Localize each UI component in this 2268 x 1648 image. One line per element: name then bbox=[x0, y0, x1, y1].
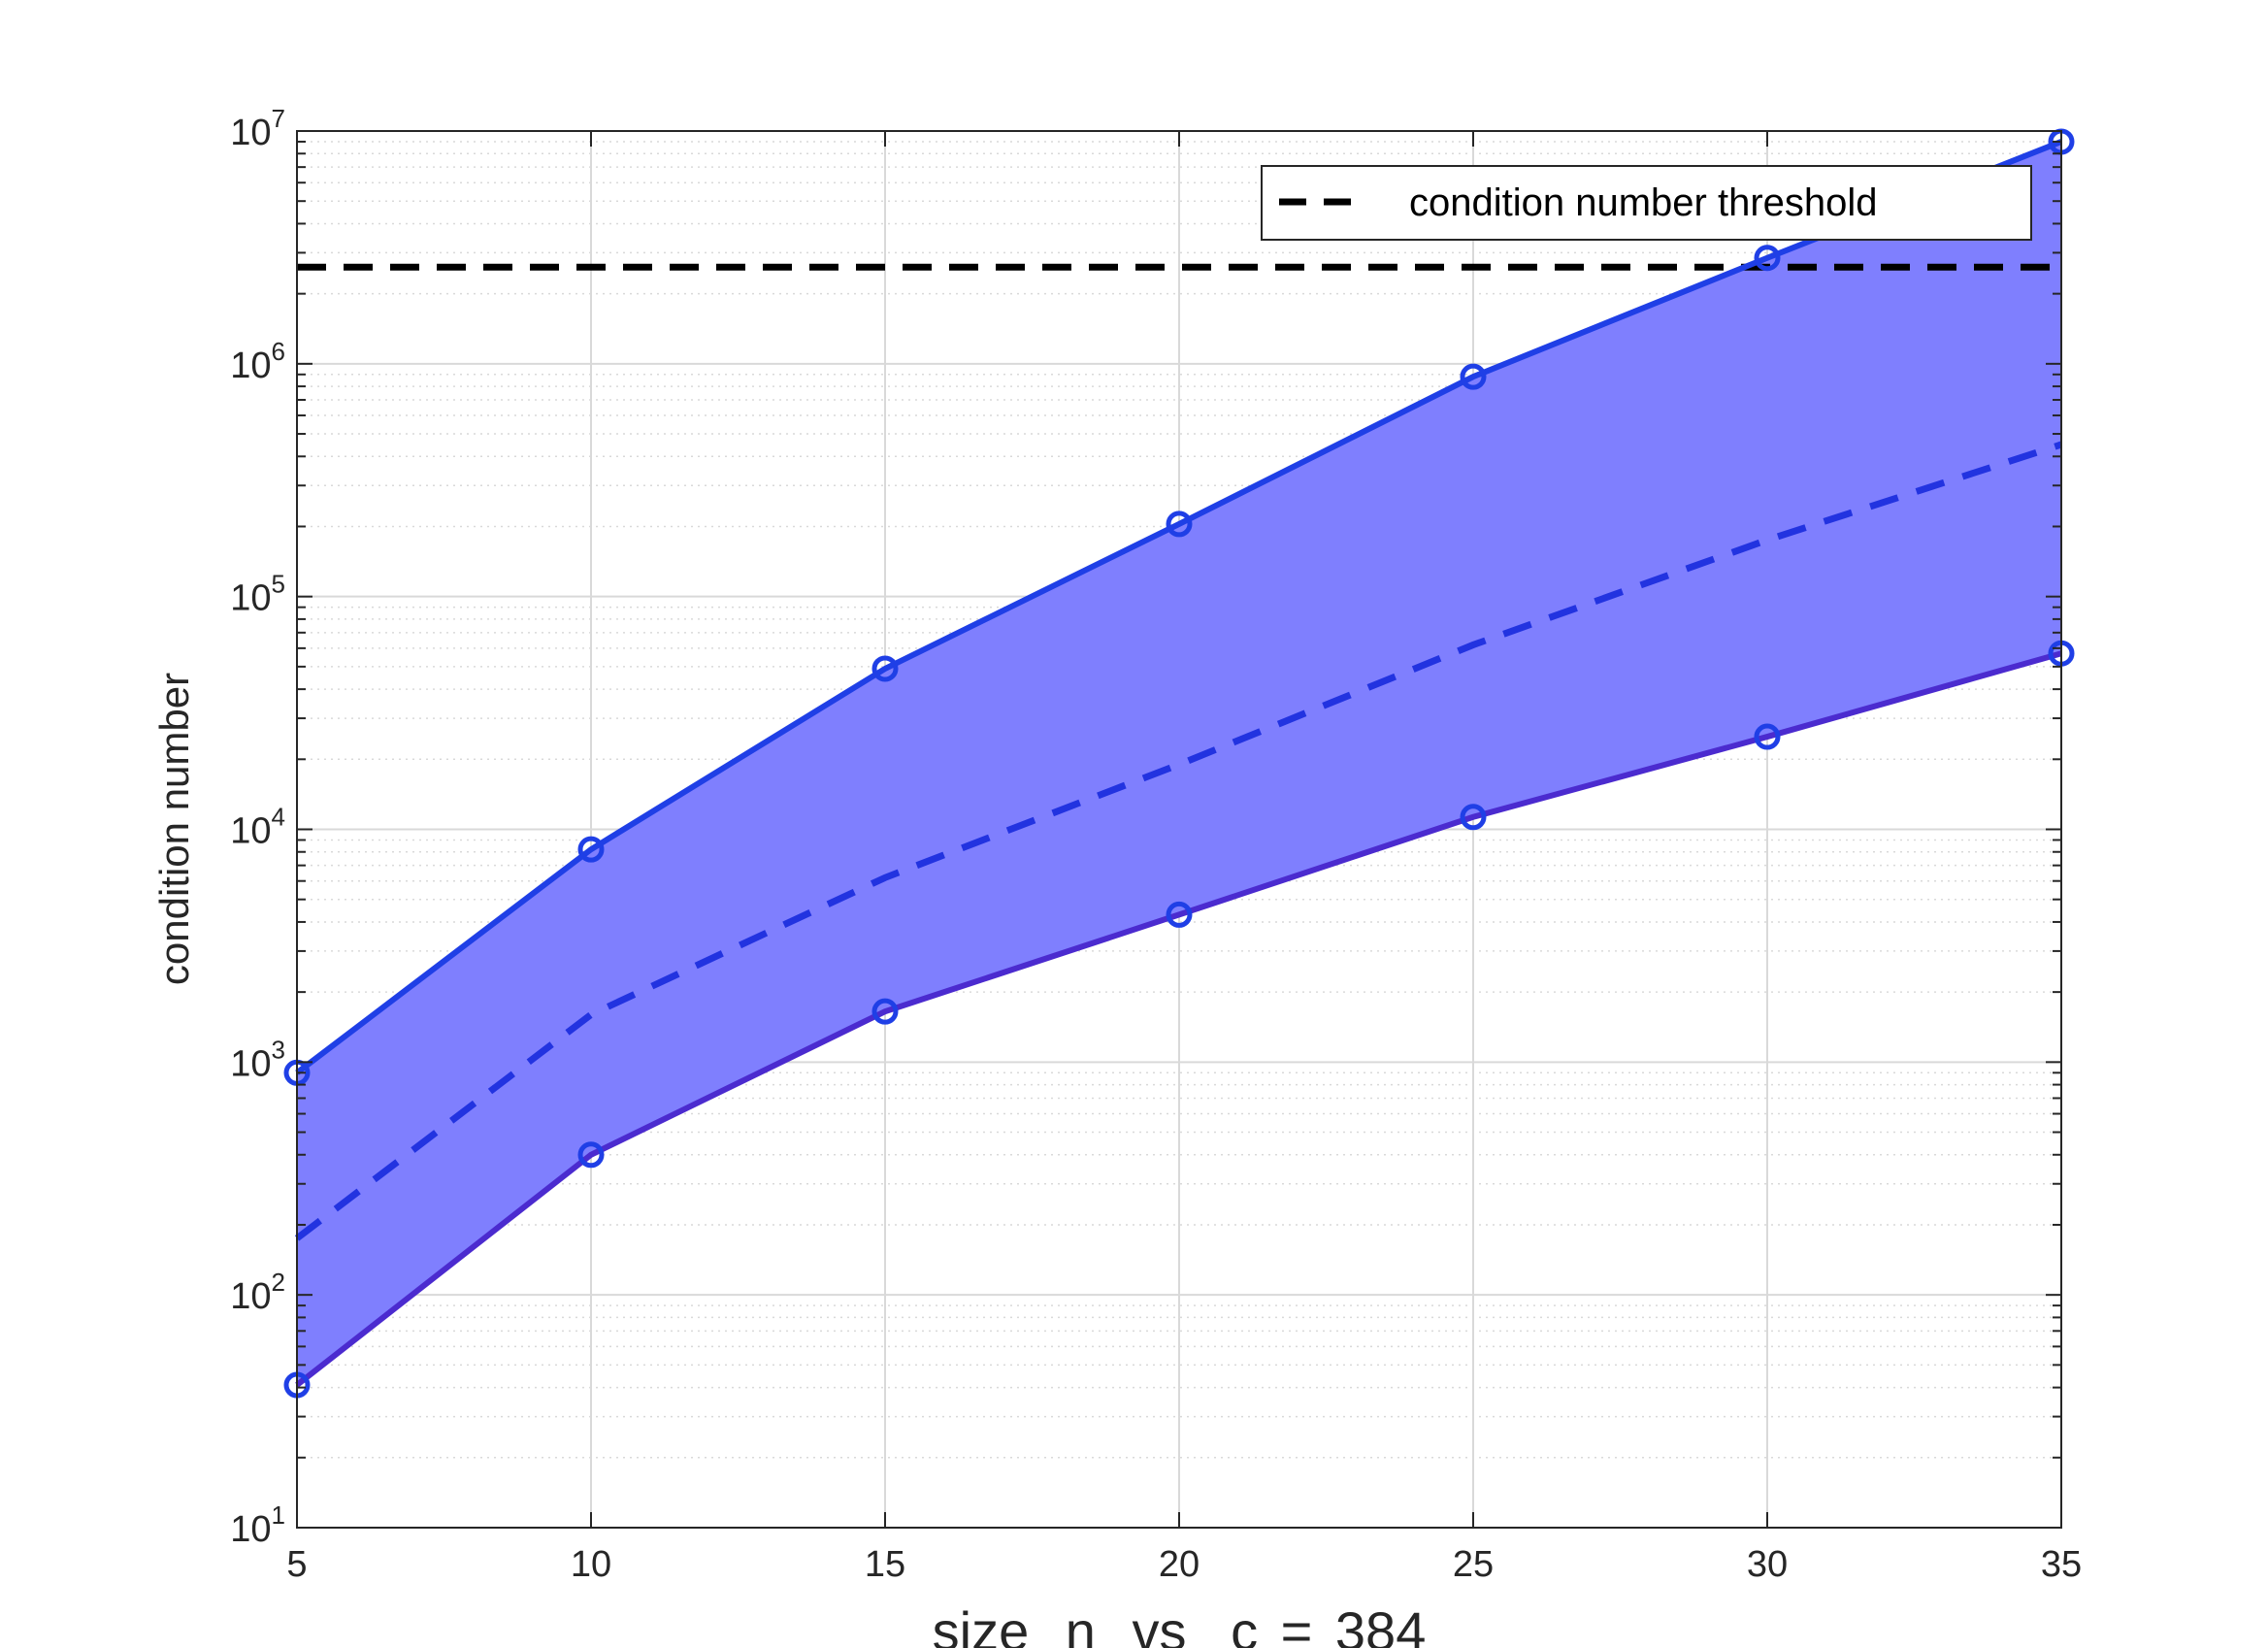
x-tick-label: 15 bbox=[865, 1544, 905, 1585]
y-tick-exponent: 1 bbox=[272, 1500, 285, 1530]
x-axis-label-eq: = bbox=[1281, 1600, 1313, 1648]
upper-bound-point bbox=[871, 655, 899, 682]
x-tick-label: 30 bbox=[1747, 1544, 1788, 1585]
lower-bound-point bbox=[1754, 723, 1781, 750]
x-tick-label: 20 bbox=[1159, 1544, 1200, 1585]
x-tick-label: 25 bbox=[1453, 1544, 1494, 1585]
y-tick-exponent: 6 bbox=[272, 337, 285, 366]
y-tick-exponent: 3 bbox=[272, 1035, 285, 1064]
x-tick-label: 10 bbox=[571, 1544, 611, 1585]
upper-bound-line bbox=[295, 139, 2063, 1075]
x-tick-label: 35 bbox=[2041, 1544, 2082, 1585]
x-tick-label: 5 bbox=[286, 1544, 307, 1585]
shaded-range-area bbox=[297, 141, 2061, 1386]
x-axis-label-value: 384 bbox=[1335, 1600, 1426, 1648]
y-tick-label: 102 bbox=[230, 1268, 285, 1317]
y-axis-label: condition number bbox=[151, 673, 197, 985]
legend-box bbox=[1261, 165, 2032, 241]
axes bbox=[296, 130, 2062, 1529]
x-axis-label-n: n bbox=[1066, 1600, 1096, 1648]
x-axis-label-vs: vs bbox=[1133, 1600, 1187, 1648]
x-axis-label-size: size bbox=[933, 1600, 1030, 1648]
y-tick-label: 107 bbox=[230, 104, 285, 153]
lower-bound-line bbox=[295, 650, 2062, 1388]
y-tick-label: 104 bbox=[230, 803, 285, 852]
x-axis-label-c: c bbox=[1231, 1600, 1258, 1648]
y-tick-label: 106 bbox=[230, 337, 285, 386]
lower-bound-point bbox=[871, 998, 899, 1025]
upper-bound-point bbox=[1754, 245, 1781, 272]
lower-bound-point bbox=[1460, 804, 1487, 831]
y-tick-exponent: 4 bbox=[272, 803, 285, 832]
y-tick-label: 105 bbox=[230, 570, 285, 619]
y-tick-exponent: 7 bbox=[272, 104, 285, 133]
upper-bound-point bbox=[577, 836, 605, 863]
x-axis-label: size n vs c = 384 bbox=[933, 1600, 1427, 1648]
series-layer bbox=[283, 128, 2075, 1399]
legend: condition number threshold bbox=[1261, 165, 2032, 241]
lower-bound-point bbox=[1166, 901, 1193, 928]
legend-label-threshold: condition number threshold bbox=[1409, 181, 1878, 224]
lower-bound-point bbox=[577, 1141, 605, 1169]
y-tick-label: 103 bbox=[230, 1035, 285, 1084]
y-tick-label: 101 bbox=[230, 1500, 285, 1550]
upper-bound-point bbox=[1460, 363, 1487, 390]
upper-bound-point bbox=[1166, 511, 1193, 538]
y-tick-exponent: 5 bbox=[272, 570, 285, 599]
y-tick-exponent: 2 bbox=[272, 1268, 285, 1297]
